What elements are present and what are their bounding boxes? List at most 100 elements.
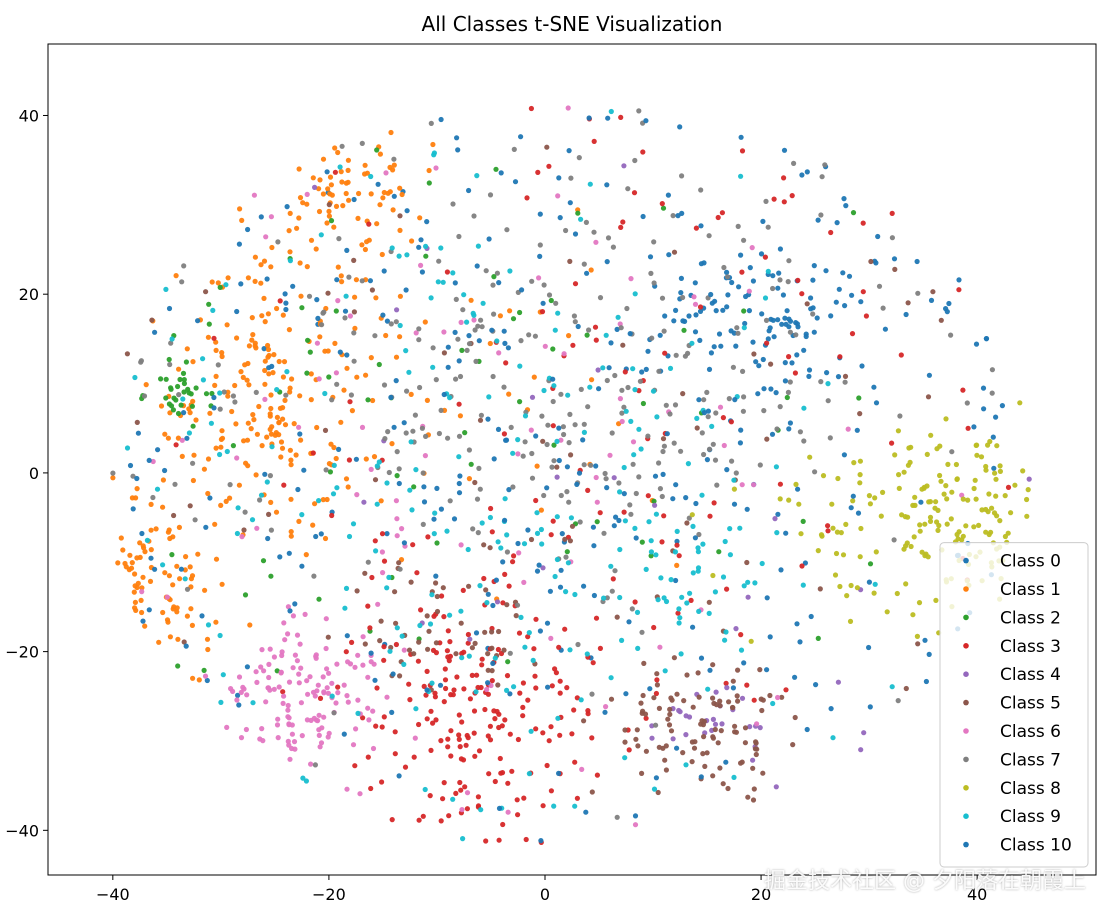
scatter-point <box>586 327 592 333</box>
scatter-point <box>365 705 371 711</box>
scatter-point <box>275 716 281 722</box>
scatter-point <box>639 539 645 545</box>
scatter-point <box>936 522 942 529</box>
scatter-point <box>723 629 729 635</box>
scatter-point <box>373 548 379 554</box>
scatter-point <box>539 541 545 547</box>
scatter-point <box>787 379 793 385</box>
scatter-point <box>522 413 529 419</box>
scatter-point <box>469 672 475 679</box>
scatter-point <box>479 324 485 330</box>
scatter-point <box>706 610 712 617</box>
scatter-point <box>236 674 243 680</box>
scatter-point <box>956 277 962 283</box>
scatter-point <box>514 602 521 608</box>
scatter-point <box>775 285 781 291</box>
scatter-point <box>409 238 415 244</box>
scatter-point <box>692 739 698 745</box>
scatter-point <box>234 335 240 341</box>
scatter-point <box>701 734 707 740</box>
scatter-point <box>746 288 752 294</box>
scatter-point <box>520 713 526 719</box>
scatter-point <box>225 393 231 399</box>
legend-label: Class 9 <box>1000 807 1061 827</box>
scatter-point <box>783 530 789 536</box>
scatter-point <box>167 361 173 368</box>
scatter-point <box>786 258 792 264</box>
scatter-point <box>641 660 647 667</box>
scatter-point <box>380 195 386 201</box>
scatter-point <box>653 722 659 728</box>
scatter-point <box>501 384 507 390</box>
scatter-point <box>132 599 138 606</box>
scatter-point <box>640 400 647 407</box>
scatter-point <box>184 435 190 441</box>
scatter-point <box>489 668 495 674</box>
scatter-point <box>866 579 873 585</box>
scatter-point <box>304 201 310 207</box>
scatter-point <box>391 424 397 430</box>
scatter-point <box>258 492 265 498</box>
scatter-point <box>628 418 634 424</box>
scatter-point <box>645 348 651 354</box>
scatter-point <box>296 424 302 430</box>
scatter-point <box>490 660 496 667</box>
scatter-point <box>515 812 521 818</box>
scatter-point <box>333 370 339 376</box>
scatter-point <box>115 560 121 566</box>
scatter-point <box>424 687 430 693</box>
scatter-point <box>712 721 719 727</box>
scatter-point <box>452 280 458 286</box>
scatter-point <box>132 605 138 611</box>
scatter-point <box>528 728 534 734</box>
scatter-point <box>316 186 322 192</box>
scatter-point <box>636 108 642 114</box>
scatter-point <box>234 530 240 537</box>
scatter-point <box>349 408 355 414</box>
scatter-point <box>651 624 657 631</box>
scatter-point <box>396 560 402 566</box>
scatter-point <box>346 197 352 203</box>
scatter-point <box>218 444 224 450</box>
scatter-point <box>740 368 746 374</box>
scatter-point <box>663 743 669 749</box>
scatter-points <box>110 105 1032 846</box>
scatter-point <box>434 593 440 600</box>
scatter-point <box>346 533 353 540</box>
scatter-point <box>346 274 352 280</box>
scatter-point <box>528 536 535 543</box>
scatter-point <box>659 295 666 301</box>
scatter-point <box>459 347 465 353</box>
scatter-point <box>640 213 646 220</box>
scatter-point <box>570 342 576 348</box>
scatter-point <box>250 700 256 706</box>
scatter-point <box>742 320 748 327</box>
scatter-point <box>578 386 584 392</box>
scatter-point <box>786 426 792 432</box>
scatter-point <box>244 437 251 443</box>
scatter-point <box>554 438 560 444</box>
scatter-point <box>201 466 207 472</box>
scatter-point <box>960 496 966 502</box>
scatter-point <box>332 340 338 346</box>
scatter-point <box>325 634 331 640</box>
scatter-point <box>392 729 398 735</box>
scatter-point <box>411 754 417 760</box>
scatter-point <box>693 225 700 231</box>
series-class-3 <box>173 105 1012 846</box>
scatter-point <box>741 394 747 400</box>
scatter-point <box>430 141 436 148</box>
scatter-point <box>460 587 466 594</box>
scatter-point <box>1020 468 1026 474</box>
scatter-point <box>643 366 649 372</box>
scatter-point <box>343 293 349 299</box>
scatter-point <box>764 436 770 442</box>
scatter-point <box>428 295 434 301</box>
scatter-point <box>739 482 745 488</box>
scatter-point <box>169 552 175 558</box>
scatter-point <box>349 639 355 646</box>
scatter-point <box>501 431 507 437</box>
scatter-point <box>257 497 263 503</box>
scatter-point <box>486 236 492 242</box>
scatter-point <box>500 559 506 565</box>
